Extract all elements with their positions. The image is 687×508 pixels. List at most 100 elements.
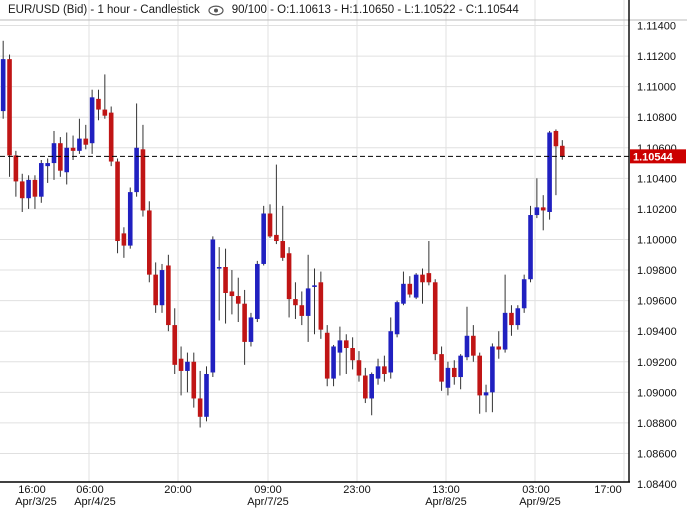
candle-down[interactable] (343, 340, 349, 349)
candle-down[interactable] (229, 291, 235, 297)
eye-icon[interactable] (208, 4, 224, 16)
candle-down[interactable] (553, 130, 559, 147)
candle-up[interactable] (388, 331, 394, 373)
candle-up[interactable] (534, 207, 540, 216)
candle-down[interactable] (299, 305, 305, 316)
candle-up[interactable] (312, 285, 317, 287)
candle-down[interactable] (293, 299, 298, 306)
candle-up[interactable] (401, 283, 406, 304)
candle-down[interactable] (140, 149, 146, 211)
candle-down[interactable] (274, 234, 279, 242)
candle-down[interactable] (19, 181, 25, 199)
candle-up[interactable] (255, 263, 260, 319)
x-axis-time-label: 03:00 (522, 484, 550, 496)
candle-up[interactable] (51, 143, 57, 164)
candle-down[interactable] (471, 335, 476, 356)
candle-down[interactable] (58, 143, 63, 171)
candle-up[interactable] (521, 279, 527, 309)
candle-down[interactable] (70, 147, 76, 151)
candle-up[interactable] (305, 288, 311, 316)
candle-up[interactable] (38, 163, 44, 197)
candle-up[interactable] (337, 340, 343, 353)
candle-down[interactable] (83, 138, 89, 145)
candle-down[interactable] (407, 283, 413, 295)
candle-up[interactable] (458, 355, 463, 378)
candle-down[interactable] (432, 282, 438, 355)
candle-up[interactable] (369, 373, 374, 399)
candle-down[interactable] (477, 355, 482, 396)
candle-up[interactable] (64, 147, 70, 173)
candle-up[interactable] (185, 361, 190, 371)
candle-up[interactable] (515, 308, 521, 326)
candle-down[interactable] (540, 207, 546, 211)
candle-up[interactable] (127, 192, 133, 246)
candle-down[interactable] (286, 253, 292, 300)
candle-down[interactable] (559, 145, 565, 157)
candle-down[interactable] (166, 265, 171, 326)
candle-down[interactable] (13, 155, 19, 182)
candle-down[interactable] (363, 375, 368, 399)
candle-up[interactable] (89, 97, 95, 144)
candle-up[interactable] (445, 367, 451, 388)
candle-down[interactable] (496, 346, 502, 350)
candle-down[interactable] (147, 210, 152, 275)
candle-up[interactable] (502, 312, 508, 350)
candle-up[interactable] (331, 346, 336, 379)
candle-down[interactable] (350, 348, 355, 361)
candle-down[interactable] (235, 296, 241, 304)
candle-down[interactable] (108, 112, 114, 162)
candle-up[interactable] (26, 179, 31, 199)
candle-down[interactable] (242, 303, 247, 342)
candle-down[interactable] (115, 161, 120, 242)
candle-down[interactable] (509, 312, 514, 326)
candle-down[interactable] (191, 361, 197, 399)
candle-up[interactable] (490, 346, 495, 393)
candle-up[interactable] (216, 267, 222, 269)
candle-down[interactable] (426, 273, 432, 283)
y-axis-label: 1.09000 (637, 387, 677, 399)
candle-down[interactable] (267, 213, 273, 237)
y-axis-label: 1.08400 (637, 479, 677, 491)
candle-up[interactable] (210, 239, 216, 373)
x-axis-time-label: 20:00 (164, 484, 192, 496)
candle-down[interactable] (420, 274, 425, 283)
candle-down[interactable] (382, 366, 387, 374)
y-axis-label: 1.10000 (637, 234, 677, 246)
candle-down[interactable] (96, 98, 101, 110)
candle-up[interactable] (413, 274, 419, 298)
candle-down[interactable] (439, 354, 444, 382)
y-axis-label: 1.10400 (637, 173, 677, 185)
candle-up[interactable] (159, 270, 165, 306)
candle-up[interactable] (204, 373, 209, 417)
candle-up[interactable] (464, 335, 470, 358)
candle-up[interactable] (394, 302, 400, 335)
candle-down[interactable] (7, 59, 12, 156)
candle-up[interactable] (483, 392, 489, 396)
candle-down[interactable] (121, 233, 127, 246)
candle-down[interactable] (102, 109, 108, 116)
candle-up[interactable] (0, 59, 6, 112)
candle-up[interactable] (248, 317, 254, 342)
candle-up[interactable] (547, 132, 552, 212)
candle-down[interactable] (318, 282, 324, 330)
candle-down[interactable] (280, 241, 286, 258)
candle-up[interactable] (134, 147, 139, 193)
candle-down[interactable] (172, 325, 178, 365)
candle-down[interactable] (178, 358, 184, 371)
candle-up[interactable] (528, 215, 533, 280)
candle-up[interactable] (261, 213, 266, 264)
candle-down[interactable] (223, 267, 228, 293)
candle-up[interactable] (45, 163, 50, 167)
candle-down[interactable] (324, 332, 330, 379)
candle-down[interactable] (451, 367, 457, 378)
candle-up[interactable] (375, 366, 381, 379)
candle-down[interactable] (32, 179, 38, 197)
candle-down[interactable] (356, 360, 362, 376)
candle-down[interactable] (197, 398, 203, 417)
candle-down[interactable] (153, 274, 158, 306)
instrument-title: EUR/USD (Bid) - 1 hour - Candlestick (8, 4, 200, 16)
x-axis-date-label: Apr/8/25 (425, 496, 467, 508)
candle-up[interactable] (77, 138, 82, 151)
y-axis-label: 1.11200 (637, 51, 676, 63)
